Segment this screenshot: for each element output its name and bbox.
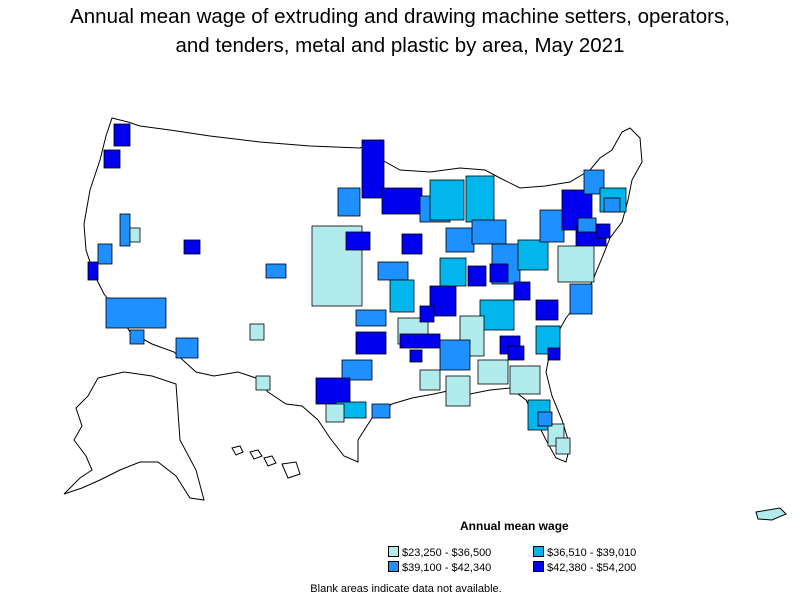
shaded-area-5	[97, 243, 113, 265]
shaded-area-53	[445, 375, 471, 407]
shaded-area-7	[129, 329, 145, 345]
shaded-area-18	[381, 187, 423, 215]
blank-areas-note: Blank areas indicate data not available.	[310, 583, 502, 595]
puerto-rico-area	[755, 507, 787, 521]
shaded-area-22	[389, 279, 415, 313]
shaded-area-13	[255, 375, 271, 391]
shaded-area-16	[337, 187, 361, 217]
shaded-area-46	[569, 283, 593, 315]
shaded-area-28	[371, 403, 391, 419]
shaded-area-34	[445, 227, 475, 253]
shaded-area-55	[509, 365, 541, 395]
shaded-area-59	[537, 411, 553, 427]
shaded-area-33	[439, 257, 467, 287]
hawaii-islands	[231, 445, 301, 479]
shaded-area-52	[419, 369, 441, 391]
legend-label-1: $23,250 - $36,500	[402, 547, 492, 559]
shaded-area-20	[401, 233, 423, 255]
shaded-area-67	[419, 305, 435, 323]
shaded-area-17	[361, 139, 385, 199]
shaded-area-45	[557, 245, 595, 283]
shaded-area-21	[377, 261, 409, 281]
shaded-area-49	[479, 299, 515, 331]
shaded-area-36	[465, 175, 495, 223]
shaded-area-26	[315, 377, 351, 405]
shaded-area-25	[341, 359, 373, 381]
legend-swatch-1	[388, 546, 399, 557]
shaded-area-65	[595, 223, 611, 239]
title-line-1: Annual mean wage of extruding and drawin…	[70, 5, 730, 28]
legend-label-4: $42,380 - $54,200	[547, 562, 637, 574]
shaded-area-60	[555, 437, 571, 455]
title-line-2: and tenders, metal and plastic by area, …	[175, 34, 625, 57]
shaded-area-2	[103, 149, 121, 169]
shaded-area-54	[477, 359, 509, 385]
shaded-area-3	[119, 213, 131, 247]
shaded-area-31	[399, 333, 441, 349]
shaded-area-64	[507, 345, 525, 361]
shaded-area-35	[429, 179, 465, 221]
shaded-area-63	[513, 281, 531, 301]
shaded-area-42	[583, 169, 605, 195]
legend-item-1: $23,250 - $36,500	[388, 546, 491, 559]
legend-item-4: $42,380 - $54,200	[533, 561, 636, 574]
shaded-area-62	[489, 263, 509, 283]
shaded-area-11	[129, 227, 141, 243]
shaded-area-37	[471, 219, 507, 245]
shaded-area-69	[577, 217, 597, 233]
shaded-area-68	[547, 347, 561, 361]
shaded-area-61	[409, 349, 423, 363]
legend-swatch-3	[388, 561, 399, 572]
shaded-area-4	[87, 261, 99, 281]
shaded-area-24	[355, 331, 387, 355]
shaded-areas	[87, 123, 627, 455]
legend-label-3: $39,100 - $42,340	[402, 562, 492, 574]
map-title: Annual mean wage of extruding and drawin…	[0, 2, 800, 60]
shaded-area-12	[249, 323, 265, 341]
shaded-area-29	[325, 403, 345, 423]
shaded-area-9	[183, 239, 201, 255]
legend-title: Annual mean wage	[460, 519, 569, 533]
shaded-area-39	[517, 239, 549, 271]
shaded-area-6	[105, 297, 167, 329]
legend-swatch-4	[533, 561, 544, 572]
alaska-outline	[63, 371, 205, 501]
shaded-area-70	[603, 197, 621, 213]
shaded-area-23	[355, 309, 387, 327]
shaded-area-15	[345, 231, 371, 251]
legend-item-2: $36,510 - $39,010	[533, 546, 636, 559]
shaded-area-47	[535, 299, 559, 321]
shaded-area-8	[175, 337, 199, 359]
legend-item-3: $39,100 - $42,340	[388, 561, 491, 574]
legend-swatch-2	[533, 546, 544, 557]
shaded-area-66	[467, 265, 487, 287]
shaded-area-10	[265, 263, 287, 279]
shaded-area-40	[539, 209, 565, 243]
legend-label-2: $36,510 - $39,010	[547, 547, 637, 559]
shaded-area-51	[439, 339, 471, 371]
shaded-area-1	[113, 123, 131, 147]
